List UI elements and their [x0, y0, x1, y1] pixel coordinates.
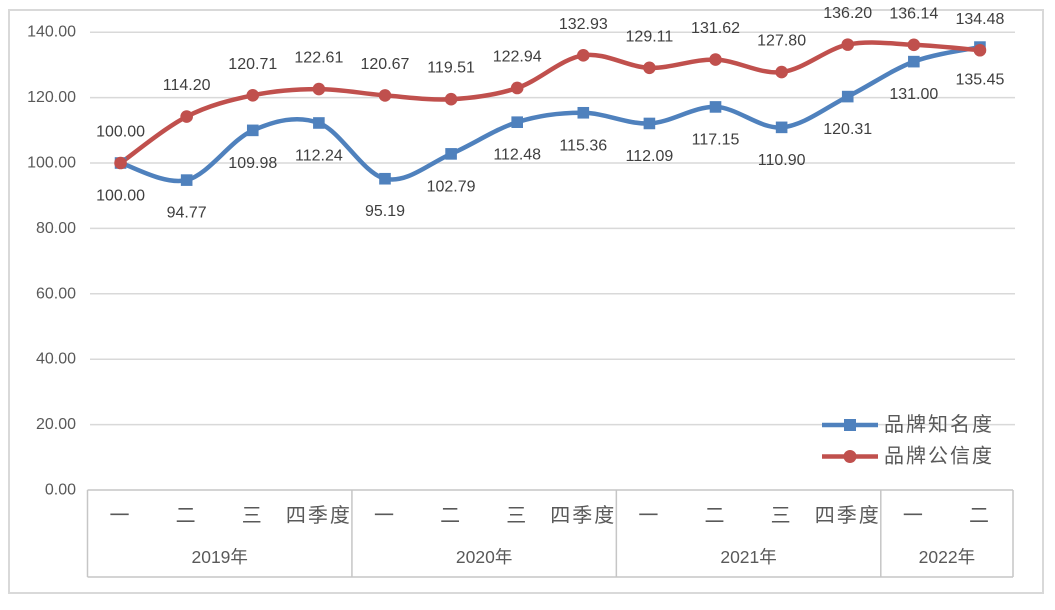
data-point-marker-s0-4: [379, 172, 391, 185]
y-axis-tick-label: 20.00: [36, 416, 76, 433]
data-point-label-s0-5: 102.79: [427, 178, 476, 195]
legend-item-0[interactable]: 品牌知名度: [822, 413, 994, 436]
data-point-label-s1-13: 134.48: [955, 11, 1004, 28]
data-point-label-s0-12: 131.00: [889, 86, 938, 103]
y-axis-tick-label: 80.00: [36, 220, 76, 237]
data-point-label-s1-0: 100.00: [96, 124, 145, 141]
data-point-label-s0-7: 115.36: [559, 137, 607, 154]
data-point-label-s0-10: 110.90: [758, 152, 806, 169]
x-axis-quarter-label: 四季度: [550, 504, 616, 527]
data-point-label-s0-1: 94.77: [167, 205, 207, 222]
legend-square-marker-icon: [844, 419, 856, 431]
data-point-label-s1-3: 122.61: [294, 50, 343, 67]
data-point-label-s1-8: 129.11: [626, 28, 674, 45]
x-axis-quarter-label: 一: [110, 505, 132, 527]
data-point-marker-s0-1: [180, 174, 193, 186]
x-axis-quarter-label: 三: [771, 505, 793, 527]
y-axis-tick-label: 140.00: [27, 24, 76, 41]
data-point-label-s1-10: 127.80: [757, 33, 806, 50]
data-point-marker-s0-2: [246, 124, 259, 137]
y-axis-tick-label: 60.00: [36, 285, 76, 302]
data-point-marker-s0-7: [577, 106, 590, 119]
chart-frame: [8, 9, 1044, 594]
data-point-label-s1-5: 119.51: [427, 60, 475, 77]
data-point-label-s1-1: 114.20: [163, 77, 211, 94]
data-point-label-s1-11: 136.20: [823, 5, 872, 22]
data-point-marker-s1-2: [246, 88, 260, 102]
data-point-marker-s0-5: [445, 148, 457, 160]
data-point-marker-s0-9: [709, 101, 722, 113]
data-point-marker-s1-4: [378, 89, 392, 102]
data-point-marker-s1-7: [577, 49, 590, 62]
y-axis-tick-label: 40.00: [36, 351, 76, 368]
data-point-label-s0-2: 109.98: [228, 155, 277, 172]
data-point-label-s1-2: 120.71: [228, 56, 277, 73]
data-point-marker-s0-10: [775, 121, 788, 134]
data-point-marker-s1-6: [510, 81, 524, 95]
y-axis-tick-label: 120.00: [27, 89, 76, 106]
y-axis-tick-label: 100.00: [27, 155, 76, 172]
data-point-marker-s1-8: [643, 61, 656, 75]
data-point-marker-s0-3: [313, 117, 325, 129]
data-point-label-s1-12: 136.14: [889, 5, 938, 22]
data-point-label-s1-7: 132.93: [559, 16, 608, 33]
legend-label: 品牌公信度: [884, 445, 994, 468]
x-axis-quarter-label: 一: [374, 505, 396, 527]
data-point-label-s0-13: 135.45: [955, 72, 1004, 89]
data-point-label-s0-8: 112.09: [626, 148, 674, 165]
data-point-label-s0-0: 100.00: [96, 188, 145, 205]
data-point-label-s0-9: 117.15: [692, 131, 740, 148]
x-axis-quarter-label: 二: [969, 505, 991, 527]
data-point-marker-s1-12: [907, 38, 921, 52]
x-axis-quarter-label: 二: [176, 505, 198, 527]
legend-circle-marker-icon: [843, 450, 857, 463]
data-point-marker-s1-11: [841, 38, 855, 51]
data-point-label-s1-9: 131.62: [691, 20, 740, 37]
legend-label: 品牌知名度: [884, 413, 994, 436]
data-point-marker-s1-3: [312, 82, 326, 96]
data-point-marker-s0-8: [643, 117, 656, 130]
data-point-marker-s0-6: [511, 116, 523, 128]
data-point-marker-s1-10: [775, 65, 788, 79]
x-axis-quarter-label: 三: [506, 505, 528, 527]
data-point-label-s1-6: 122.94: [493, 48, 542, 65]
x-axis-quarter-label: 三: [242, 505, 264, 527]
data-point-label-s0-6: 112.48: [493, 147, 541, 164]
data-point-label-s0-3: 112.24: [295, 147, 343, 164]
x-axis-quarter-label: 二: [705, 505, 727, 527]
x-axis-quarter-label: 一: [638, 505, 660, 527]
data-point-label-s0-4: 95.19: [365, 203, 405, 220]
x-axis-quarter-label: 一: [903, 505, 925, 527]
x-axis-quarter-label: 四季度: [815, 504, 881, 527]
data-point-marker-s1-5: [444, 92, 458, 106]
data-point-marker-s0-11: [841, 90, 854, 103]
y-axis-tick-label: 0.00: [45, 482, 76, 499]
data-point-marker-s1-13: [973, 43, 987, 57]
legend-item-1[interactable]: 品牌公信度: [822, 445, 994, 468]
x-axis-year-label: 2021年: [720, 547, 776, 567]
data-point-marker-s1-9: [709, 53, 722, 66]
data-point-marker-s1-1: [180, 110, 193, 123]
x-axis-quarter-label: 二: [440, 505, 462, 527]
x-axis-year-label: 2022年: [919, 547, 975, 567]
data-point-label-s1-4: 120.67: [361, 56, 410, 73]
data-point-marker-s0-12: [908, 55, 920, 68]
x-axis-quarter-label: 四季度: [286, 504, 352, 527]
x-axis-year-label: 2020年: [456, 547, 512, 567]
data-point-label-s0-11: 120.31: [823, 121, 872, 138]
data-point-marker-s1-0: [114, 156, 127, 170]
x-axis-year-label: 2019年: [191, 547, 247, 567]
